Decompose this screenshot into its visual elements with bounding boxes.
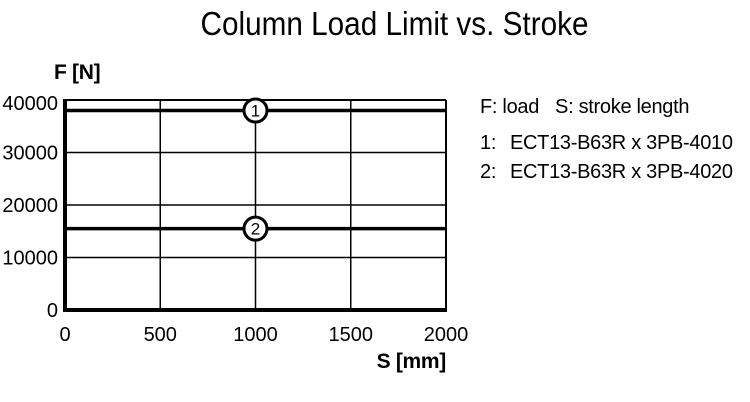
legend: F: load S: stroke length 1: ECT13-B63R x 3… <box>480 0 750 402</box>
legend-item-2-number: 2: <box>480 161 497 183</box>
x-tick-label: 2000 <box>424 324 469 346</box>
x-tick-label: 0 <box>59 324 70 346</box>
legend-item-1-number: 1: <box>480 132 497 154</box>
marker-circle-1 <box>242 97 269 124</box>
legend-s-definition: S: stroke length <box>555 96 690 118</box>
y-tick-label: 30000 <box>2 143 58 165</box>
x-tick-label: 1000 <box>233 324 278 346</box>
x-tick-label: 500 <box>144 324 177 346</box>
chart-title-text: Column Load Limit vs. Stroke <box>201 5 589 42</box>
y-tick-label: 0 <box>47 300 58 322</box>
legend-item-1: 1: ECT13-B63R x 3PB-4010 <box>480 132 733 155</box>
x-axis-label: S [mm] <box>376 350 447 373</box>
legend-f-definition: F: load <box>480 96 540 118</box>
legend-item-1-label: ECT13-B63R x 3PB-4010 <box>510 132 733 154</box>
y-tick-label: 10000 <box>2 248 58 270</box>
marker-label-2: 2 <box>251 220 260 239</box>
y-axis-label: F [N] <box>54 61 101 84</box>
marker-circle-2 <box>242 215 269 242</box>
chart-title: Column Load Limit vs. Stroke <box>20 5 750 43</box>
y-tick-label: 40000 <box>2 93 58 115</box>
legend-item-2-label: ECT13-B63R x 3PB-4020 <box>510 161 733 183</box>
y-tick-label: 20000 <box>2 195 58 217</box>
legend-key: F: load S: stroke length <box>480 96 690 119</box>
marker-label-1: 1 <box>251 102 260 121</box>
legend-item-2: 2: ECT13-B63R x 3PB-4020 <box>480 161 733 184</box>
x-tick-label: 1500 <box>329 324 374 346</box>
